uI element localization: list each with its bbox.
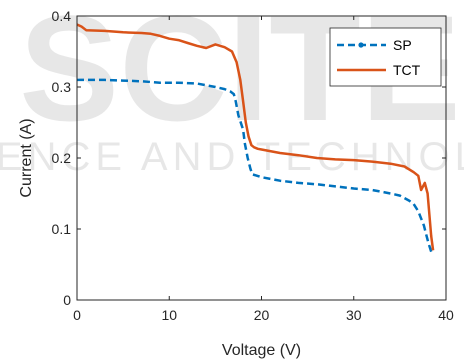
- y-tick-label: 0.3: [52, 79, 72, 95]
- y-tick-label: 0.4: [52, 8, 72, 24]
- legend-tct-label: TCT: [393, 62, 421, 78]
- series-line-tct: [76, 23, 435, 251]
- x-tick-label: 40: [438, 307, 454, 323]
- y-tick-label: 0: [63, 292, 71, 308]
- y-axis-label: Current (A): [18, 118, 35, 197]
- plot-area: [76, 23, 435, 253]
- x-axis-label: Voltage (V): [222, 342, 301, 359]
- legend-sp-marker: [358, 42, 364, 48]
- y-tick-label: 0.1: [52, 221, 72, 237]
- legend-sp-label: SP: [393, 37, 412, 53]
- x-tick-label: 30: [346, 307, 362, 323]
- legend-box: [329, 27, 442, 87]
- ticks: 0 10 20 30 40 0 0.1 0.2 0.3 0.4: [52, 8, 454, 323]
- legend: SP TCT: [329, 27, 442, 87]
- x-tick-label: 0: [73, 307, 81, 323]
- x-tick-label: 10: [161, 307, 177, 323]
- x-tick-label: 20: [254, 307, 270, 323]
- series-line-sp: [77, 78, 433, 253]
- y-tick-label: 0.2: [52, 150, 72, 166]
